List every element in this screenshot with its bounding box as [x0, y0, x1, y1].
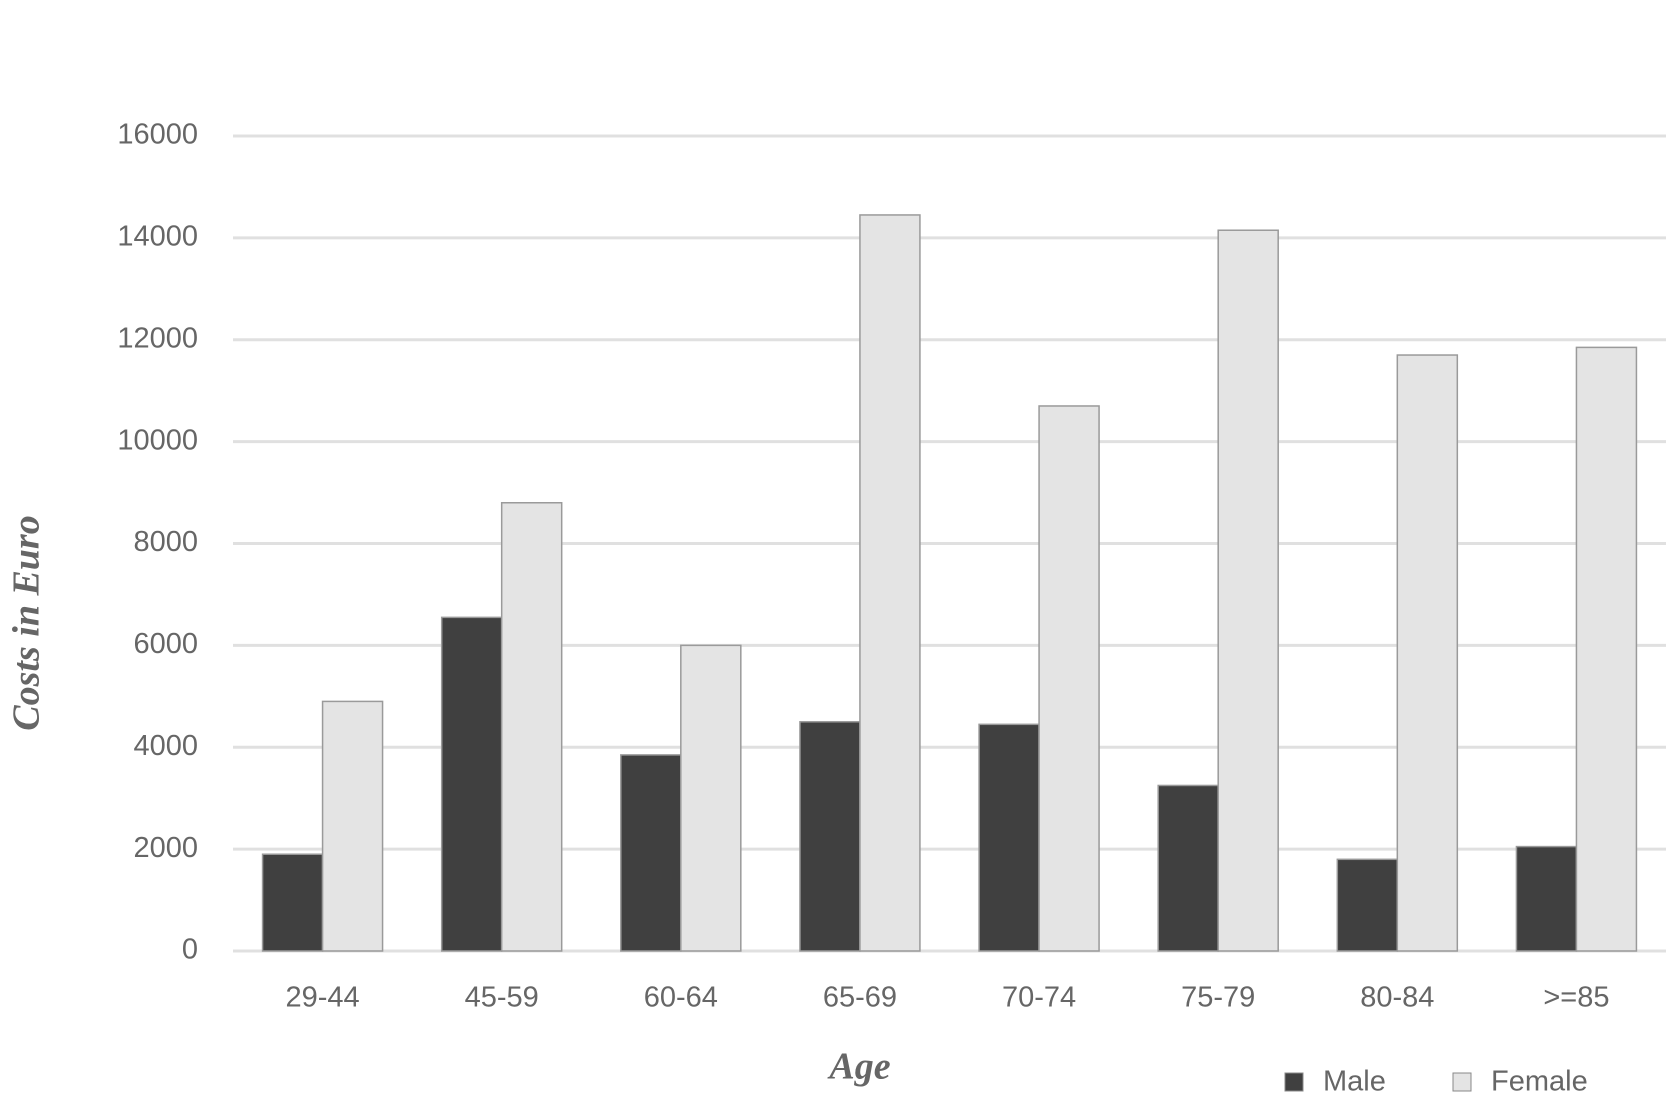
y-tick-label: 6000	[133, 628, 198, 660]
bar	[1336, 858, 1399, 952]
bar	[680, 644, 742, 952]
bar	[1515, 845, 1578, 952]
bar	[1157, 784, 1219, 952]
y-tick-label: 10000	[117, 424, 198, 456]
x-tick-label: 29-44	[285, 982, 359, 1014]
bar	[799, 721, 861, 952]
y-tick-label: 16000	[117, 119, 198, 151]
bar	[1038, 405, 1100, 952]
y-tick-label: 2000	[133, 832, 198, 864]
bar	[500, 502, 563, 952]
bar	[620, 754, 682, 952]
legend-label: Female	[1491, 1066, 1588, 1098]
legend-label: Male	[1323, 1066, 1386, 1098]
y-tick-label: 0	[182, 934, 198, 966]
x-tick-label: 60-64	[644, 982, 718, 1014]
x-tick-label: 70-74	[1002, 982, 1076, 1014]
legend-swatch	[1452, 1072, 1472, 1092]
y-tick-label: 14000	[117, 221, 198, 253]
bar	[1575, 346, 1638, 952]
y-tick-label: 12000	[117, 322, 198, 354]
x-tick-label: 80-84	[1360, 982, 1434, 1014]
bar	[321, 700, 384, 952]
bar	[859, 214, 921, 952]
bar	[261, 853, 324, 952]
x-tick-label: 75-79	[1181, 982, 1255, 1014]
x-tick-label: 65-69	[823, 982, 897, 1014]
bar	[440, 616, 503, 952]
legend-swatch	[1284, 1072, 1304, 1092]
x-axis-title: Age	[827, 1046, 890, 1088]
y-axis-title: Costs in Euro	[6, 515, 48, 730]
x-tick-label: 45-59	[465, 982, 539, 1014]
bar	[978, 723, 1040, 952]
y-tick-label: 8000	[133, 526, 198, 558]
bar	[1217, 229, 1279, 952]
x-tick-label: >=85	[1543, 982, 1609, 1014]
bar	[1396, 354, 1459, 952]
y-tick-label: 4000	[133, 730, 198, 762]
